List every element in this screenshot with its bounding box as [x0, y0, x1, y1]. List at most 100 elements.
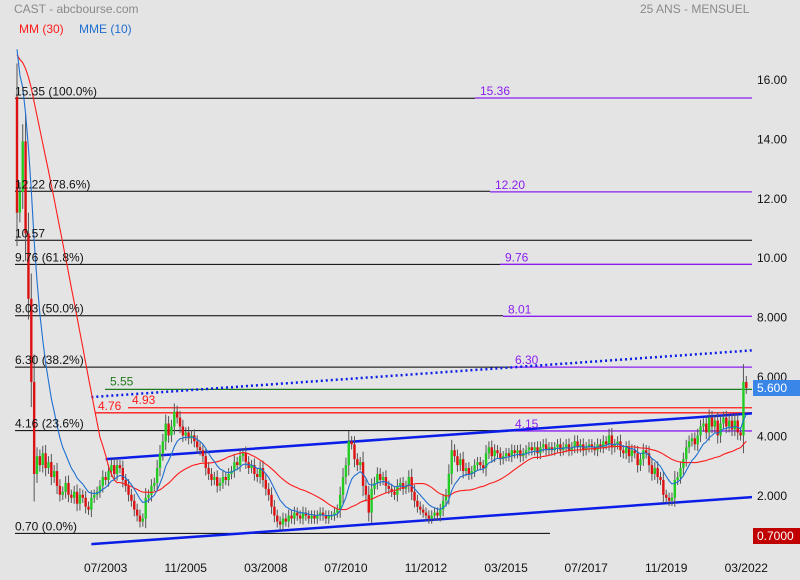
candle — [636, 453, 639, 466]
candle — [476, 462, 479, 466]
candle — [376, 474, 379, 483]
trend-line-dotted-resistance — [91, 349, 752, 399]
legend-mme10: MME (10) — [79, 22, 132, 36]
candle — [399, 482, 402, 486]
x-tick-label: 03/2015 — [484, 561, 528, 575]
candle — [599, 444, 602, 448]
candle — [642, 450, 645, 460]
candle — [390, 488, 393, 492]
candle — [679, 468, 682, 477]
candle — [667, 497, 671, 501]
candle — [639, 459, 642, 466]
fib-label-6.30: 6.30 (38.2%) — [15, 353, 84, 367]
candle — [490, 447, 493, 457]
candle — [404, 485, 408, 489]
candle — [284, 518, 288, 522]
candle — [144, 497, 147, 519]
candle — [52, 471, 56, 477]
candle — [296, 512, 299, 516]
candle — [564, 444, 568, 448]
candle — [301, 512, 305, 519]
candle — [456, 456, 459, 466]
candle — [450, 450, 453, 475]
level-label-5.55: 5.55 — [110, 374, 134, 388]
candle — [276, 515, 279, 522]
candle — [298, 515, 302, 519]
candle — [313, 515, 316, 519]
candle — [193, 435, 196, 442]
candle — [324, 515, 328, 519]
candle — [373, 482, 376, 489]
candle — [459, 459, 462, 466]
candle — [333, 512, 336, 516]
candle — [133, 500, 136, 510]
candle — [55, 471, 59, 486]
candle — [645, 450, 648, 454]
candle — [18, 191, 22, 213]
candle — [198, 447, 202, 451]
candle — [516, 450, 519, 454]
y-tick-label: 4.000 — [757, 429, 787, 443]
candle — [685, 447, 688, 460]
candle — [316, 515, 319, 519]
candle — [167, 423, 170, 436]
candle — [619, 441, 622, 451]
candle — [356, 459, 359, 466]
candle — [676, 476, 679, 480]
candle — [745, 381, 748, 388]
candle — [124, 479, 127, 486]
indicator-ema-10 — [16, 49, 747, 517]
candle — [93, 494, 96, 498]
candle — [75, 491, 79, 504]
projection-label-9.76: 9.76 — [505, 250, 529, 264]
fib-label-9.76: 9.76 (61.8%) — [15, 250, 84, 264]
fib-label-10.57: 10.57 — [15, 226, 45, 240]
candle — [44, 453, 47, 469]
candle — [396, 485, 399, 495]
x-tick-label: 11/2019 — [645, 561, 688, 575]
candle — [713, 420, 717, 427]
candle — [115, 465, 119, 475]
candle — [370, 488, 373, 513]
candle — [650, 465, 654, 475]
level-label-4.93: 4.93 — [132, 393, 156, 407]
candle — [733, 420, 737, 430]
candle — [187, 432, 190, 439]
candle — [499, 453, 502, 460]
legend-mm30: MM (30) — [19, 22, 64, 36]
projection-label-6.30: 6.30 — [515, 353, 539, 367]
candle — [155, 468, 159, 483]
candle — [576, 441, 579, 448]
trend-line-channel-lower — [91, 495, 752, 546]
candle — [430, 515, 433, 519]
candle — [161, 441, 165, 454]
candle — [61, 491, 64, 495]
candle — [47, 462, 50, 469]
candle — [250, 465, 253, 469]
candle — [387, 485, 390, 489]
candle — [98, 485, 102, 492]
candle — [307, 515, 310, 519]
fib-label-0.70: 0.70 (0.0%) — [15, 519, 77, 533]
candle — [210, 474, 213, 480]
candle — [682, 459, 685, 469]
candle — [290, 515, 293, 519]
candle — [170, 426, 173, 436]
candle — [15, 96, 19, 213]
candle — [461, 459, 465, 472]
candle — [627, 447, 631, 457]
candle — [138, 515, 142, 522]
candle — [130, 494, 133, 501]
candle — [73, 491, 76, 498]
candle — [393, 491, 396, 495]
candle — [21, 141, 24, 192]
candle — [579, 444, 582, 448]
x-tick-label: 03/2008 — [244, 561, 288, 575]
candle — [736, 420, 739, 433]
candle — [559, 444, 562, 451]
candle — [213, 476, 216, 480]
candle — [267, 488, 270, 495]
candle — [359, 462, 362, 466]
candle — [78, 494, 82, 504]
level-label-4.76: 4.76 — [98, 399, 122, 413]
